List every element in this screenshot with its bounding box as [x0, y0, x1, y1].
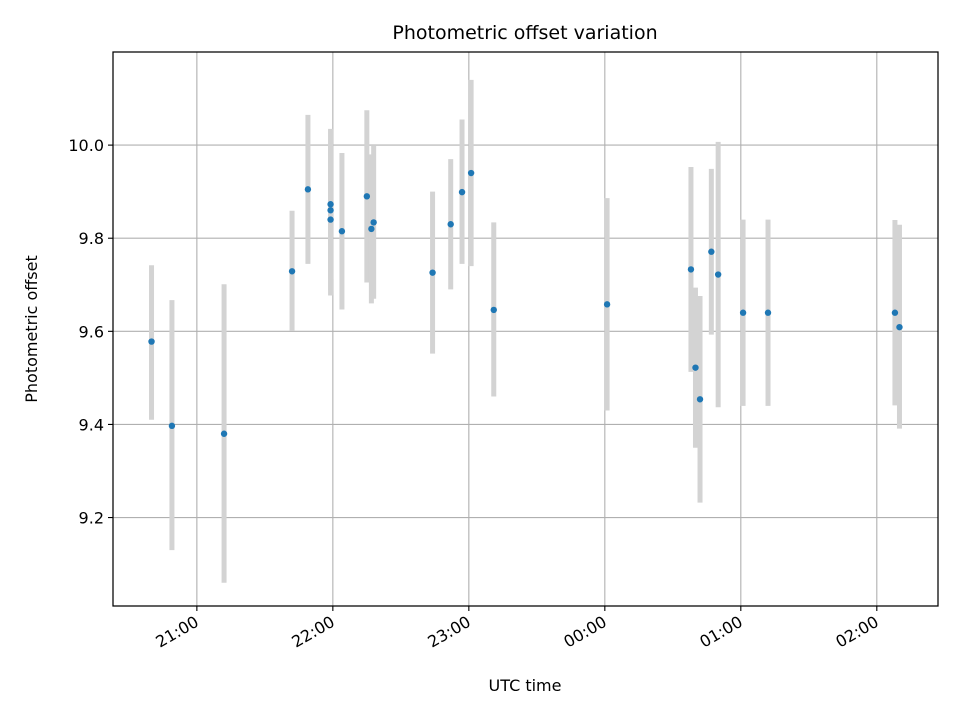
data-point [467, 169, 475, 177]
data-point [708, 248, 715, 255]
y-tick-label: 9.8 [79, 229, 104, 248]
y-tick-label: 9.6 [79, 322, 104, 341]
data-point [458, 188, 466, 196]
data-points [148, 169, 903, 437]
data-point [368, 225, 375, 233]
data-point [696, 396, 704, 403]
data-point [687, 266, 695, 273]
y-tick-label: 9.4 [79, 415, 104, 434]
data-point [327, 207, 334, 214]
y-tick-label: 10.0 [68, 136, 104, 155]
data-point [168, 422, 176, 430]
data-point [327, 216, 334, 223]
y-axis-label: Photometric offset [22, 255, 41, 403]
plot-area-frame [112, 51, 939, 607]
data-point [220, 430, 228, 437]
x-axis-label: UTC time [489, 676, 562, 695]
data-point [148, 338, 155, 345]
data-point [304, 186, 312, 193]
data-point [739, 309, 747, 316]
data-point [603, 301, 611, 308]
data-point [429, 269, 436, 276]
data-point [764, 309, 772, 316]
data-point [370, 219, 377, 226]
y-tick-label: 9.2 [79, 509, 104, 528]
data-point [288, 268, 296, 275]
data-point [363, 193, 371, 200]
data-point [338, 228, 346, 235]
data-point [327, 201, 334, 208]
data-point [896, 323, 903, 331]
data-point [891, 309, 899, 316]
data-point [447, 221, 454, 228]
data-point [714, 271, 722, 278]
data-point [490, 306, 497, 314]
chart-title: Photometric offset variation [392, 22, 657, 44]
data-point [692, 364, 699, 371]
